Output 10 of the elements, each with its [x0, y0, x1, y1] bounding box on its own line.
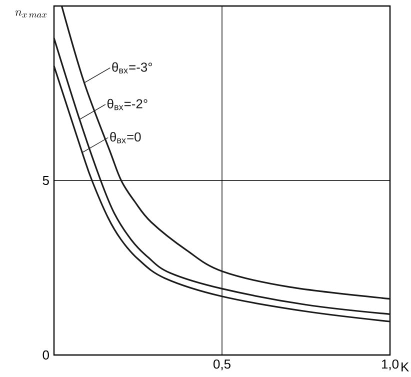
line-series	[60, 5, 391, 300]
x-axis-title: K	[402, 362, 409, 372]
legend-label: θ$_{вх}$=-3°	[112, 62, 152, 74]
y-axis-title: $n_{x\,max}$	[15, 10, 47, 18]
legend-label: θ$_{вх}$=-2°	[107, 98, 148, 110]
y-tick-label: 5	[42, 176, 49, 186]
x-tick-label: 1,0	[382, 360, 399, 370]
x-tick-label: 0,5	[214, 360, 230, 370]
legend-label: θ$_{вх}$=0	[110, 132, 141, 144]
y-tick-label: 0	[42, 350, 49, 360]
